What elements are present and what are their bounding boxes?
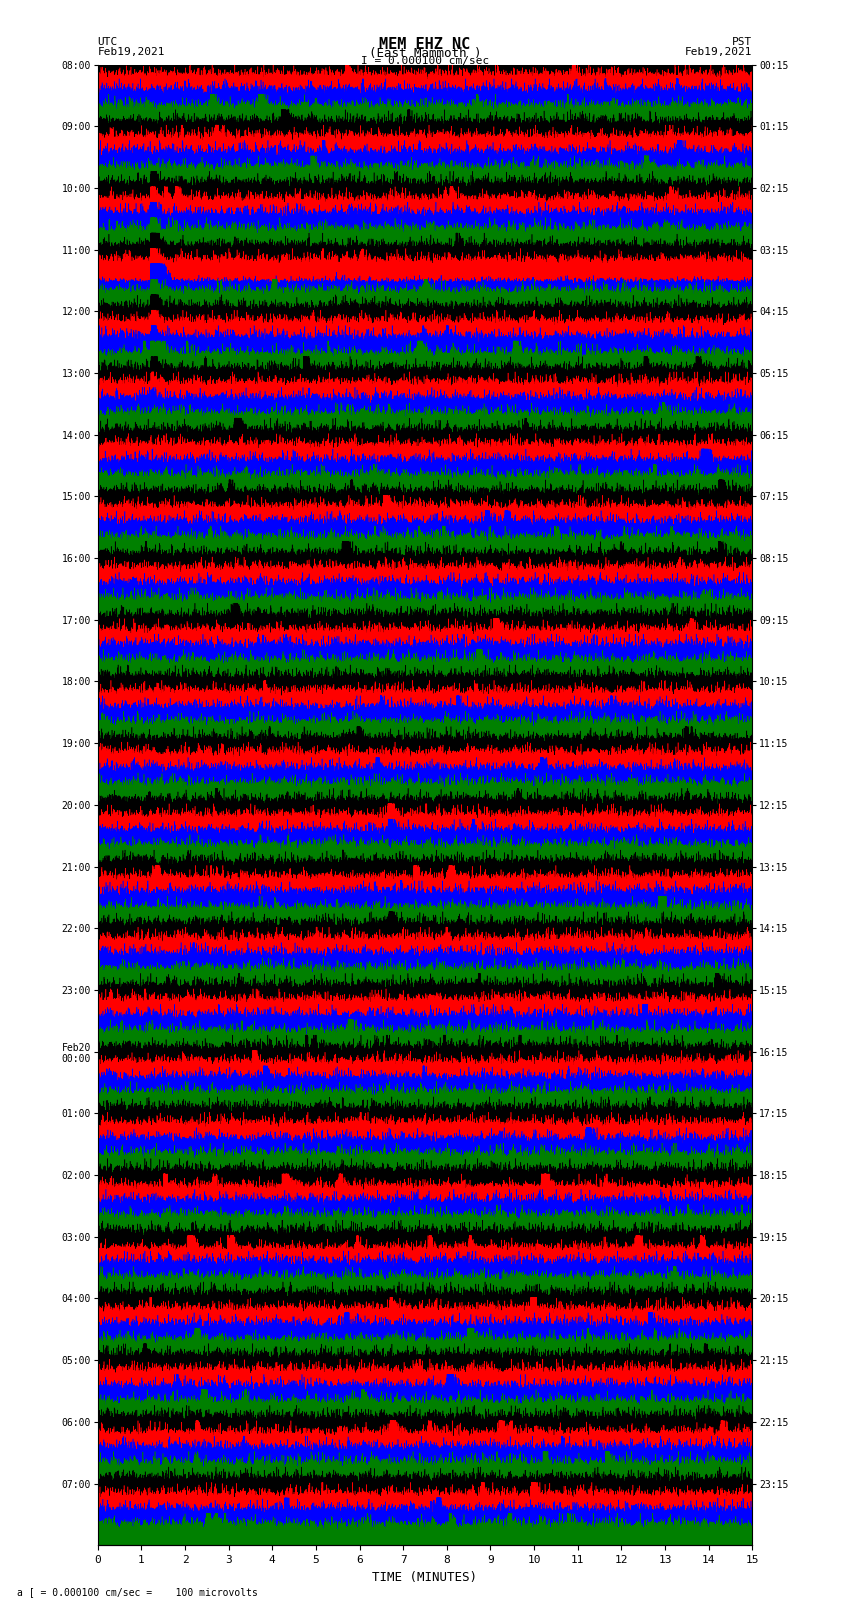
Text: Feb19,2021: Feb19,2021 — [98, 47, 165, 56]
X-axis label: TIME (MINUTES): TIME (MINUTES) — [372, 1571, 478, 1584]
Text: (East Mammoth ): (East Mammoth ) — [369, 47, 481, 60]
Text: Feb19,2021: Feb19,2021 — [685, 47, 752, 56]
Text: I = 0.000100 cm/sec: I = 0.000100 cm/sec — [361, 56, 489, 66]
Text: MEM EHZ NC: MEM EHZ NC — [379, 37, 471, 52]
Text: PST: PST — [732, 37, 752, 47]
Text: UTC: UTC — [98, 37, 118, 47]
Text: a [ = 0.000100 cm/sec =    100 microvolts: a [ = 0.000100 cm/sec = 100 microvolts — [17, 1587, 258, 1597]
